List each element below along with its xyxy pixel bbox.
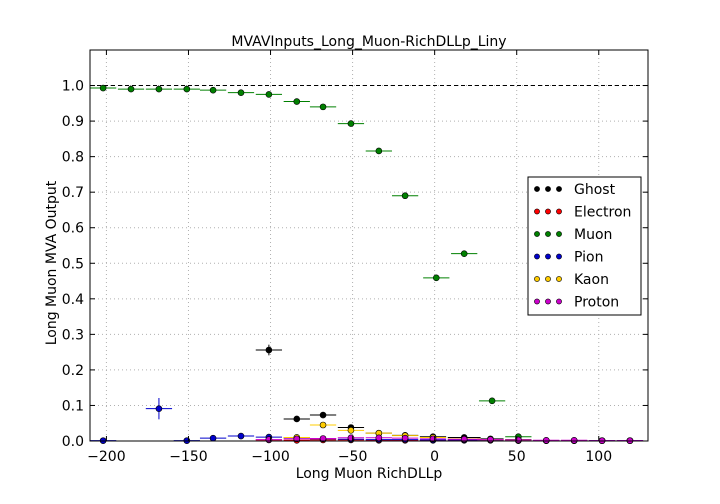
legend-marker [534, 231, 540, 237]
data-point [265, 346, 273, 354]
data-point [319, 421, 327, 429]
data-point [319, 435, 327, 442]
legend-label: Kaon [574, 272, 609, 288]
data-point [293, 415, 301, 423]
x-tick-label: −100 [251, 449, 289, 465]
data-point [401, 192, 409, 200]
y-tick-label: 0.1 [62, 398, 84, 414]
y-tick-label: 0.2 [62, 363, 84, 379]
legend-label: Electron [574, 205, 631, 221]
data-point [209, 86, 217, 94]
axis-ticks: −200 −150 −100 −50 0 50 100 0.0 0.1 0.2 0.3 0.4 0.5 0… [62, 50, 648, 465]
data-point [432, 274, 440, 282]
data-point [460, 250, 468, 257]
legend-item-ghost: Ghost [534, 182, 616, 198]
legend-marker [534, 208, 540, 215]
legend-item-proton: Proton [534, 295, 619, 311]
y-tick-label: 1.0 [62, 79, 84, 95]
data-point [487, 436, 494, 443]
x-tick-label: −50 [338, 449, 368, 465]
data-point [265, 91, 273, 98]
y-tick-label: 0.9 [62, 114, 84, 130]
data-point [570, 436, 578, 444]
y-tick-label: 0.5 [62, 256, 84, 272]
data-point [237, 432, 245, 440]
legend-marker [556, 231, 562, 237]
legend-marker [534, 253, 540, 260]
x-tick-label: 50 [508, 449, 526, 465]
legend-marker [556, 186, 562, 192]
data-point [375, 147, 383, 155]
data-point [319, 411, 327, 419]
data-point [542, 436, 550, 444]
data-point [155, 85, 163, 93]
legend-marker [545, 208, 551, 215]
plot-frame [89, 49, 649, 442]
legend-label: Pion [574, 250, 603, 266]
data-point [127, 85, 135, 93]
legend-marker [534, 186, 540, 192]
y-tick-label: 0.3 [62, 327, 84, 343]
y-tick-label: 0.7 [62, 185, 84, 201]
data-point [319, 103, 327, 111]
legend-box [527, 176, 642, 316]
data-point [347, 120, 355, 127]
data-point [155, 405, 163, 412]
x-axis-title: Long Muon RichDLLp [296, 466, 443, 482]
y-tick-label: 0.8 [62, 150, 84, 166]
data-point [401, 434, 409, 442]
y-tick-label: 0.4 [62, 292, 84, 308]
legend-marker [534, 276, 540, 282]
legend-marker [545, 253, 551, 260]
series-muon [90, 84, 532, 441]
y-tick-label: 0.0 [62, 434, 84, 450]
x-tick-label: 100 [585, 449, 612, 465]
legend-item-pion: Pion [534, 250, 603, 266]
legend-marker [534, 298, 540, 305]
legend-marker [545, 276, 551, 282]
legend-marker [556, 253, 562, 260]
data-point [488, 397, 496, 405]
x-tick-label: −200 [87, 449, 125, 465]
legend-item-muon: Muon [534, 227, 612, 243]
legend-marker [545, 298, 551, 305]
data-point [293, 435, 301, 443]
x-tick-label: 0 [430, 449, 439, 465]
data-point [183, 85, 191, 93]
data-point [237, 89, 245, 96]
legend-label: Muon [574, 227, 612, 243]
y-axis-title: Long Muon MVA Output [44, 180, 60, 345]
legend: Ghost Electron Muon Pion Kaon Proton [527, 176, 642, 316]
legend-marker [556, 208, 562, 215]
legend-label: Ghost [574, 182, 616, 198]
x-tick-label: −150 [169, 449, 207, 465]
legend-marker [556, 276, 562, 282]
y-tick-label: 0.6 [62, 221, 84, 237]
legend-label: Proton [574, 295, 619, 311]
data-point [99, 84, 107, 92]
data-point [293, 98, 301, 105]
legend-item-electron: Electron [534, 205, 631, 221]
legend-item-kaon: Kaon [534, 272, 609, 288]
data-point [375, 434, 383, 442]
data-point [347, 427, 355, 434]
legend-marker [545, 231, 551, 237]
legend-marker [556, 298, 562, 305]
legend-marker [545, 186, 551, 192]
data-point [209, 434, 217, 442]
chart-title: MVAVInputs_Long_Muon-RichDLLp_Liny [231, 34, 506, 50]
